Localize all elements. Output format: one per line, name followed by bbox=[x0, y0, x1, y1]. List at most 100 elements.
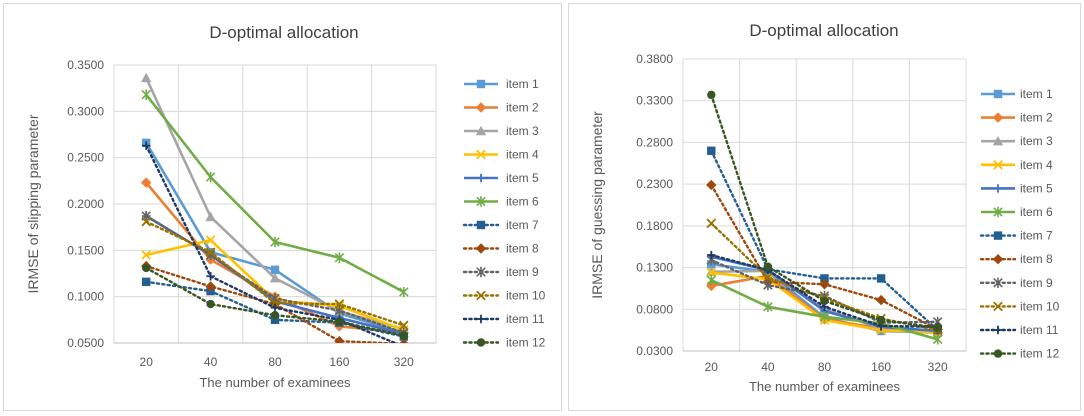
legend-label: item 12 bbox=[506, 336, 546, 350]
legend-marker bbox=[476, 290, 486, 301]
data-point bbox=[876, 315, 886, 325]
legend-marker bbox=[992, 112, 1004, 123]
legend-label: item 3 bbox=[1020, 134, 1053, 148]
legend-marker bbox=[475, 243, 487, 254]
legend-label: item 7 bbox=[1020, 229, 1053, 243]
legend-label: item 6 bbox=[1020, 205, 1053, 219]
legend-marker bbox=[476, 314, 486, 324]
data-point bbox=[141, 177, 152, 188]
data-point bbox=[205, 281, 216, 292]
x-tick-label: 20 bbox=[705, 360, 719, 374]
y-tick-label: 0.2800 bbox=[636, 135, 673, 149]
legend-label: item 1 bbox=[1020, 87, 1053, 101]
data-point bbox=[205, 235, 216, 245]
data-point bbox=[206, 272, 215, 281]
y-tick-label: 0.2300 bbox=[636, 177, 673, 191]
data-point bbox=[706, 218, 717, 229]
legend-label: item 3 bbox=[506, 124, 539, 138]
series-line bbox=[145, 93, 405, 294]
data-point bbox=[270, 265, 280, 274]
data-point bbox=[270, 298, 280, 308]
data-point bbox=[142, 277, 151, 287]
legend-entry: item 5 bbox=[464, 171, 539, 185]
x-tick-label: 320 bbox=[928, 360, 948, 374]
legend-marker bbox=[476, 149, 486, 160]
legend-label: item 5 bbox=[1020, 181, 1053, 195]
legend-label: item 12 bbox=[1020, 347, 1060, 361]
legend-label: item 10 bbox=[506, 289, 546, 303]
y-tick-label: 0.1800 bbox=[636, 219, 673, 233]
legend-entry: item 3 bbox=[464, 124, 539, 138]
data-point bbox=[763, 279, 773, 291]
data-point bbox=[334, 335, 345, 343]
data-point bbox=[205, 247, 216, 258]
x-tick-label: 320 bbox=[394, 355, 414, 369]
series-item-12 bbox=[142, 263, 408, 340]
legend-entry: item 6 bbox=[981, 205, 1053, 219]
legend-entry: item 7 bbox=[979, 229, 1053, 243]
y-tick-label: 0.1500 bbox=[67, 243, 104, 257]
data-point bbox=[706, 274, 717, 286]
y-axis-label: IRMSE of guessing parameter bbox=[589, 111, 605, 299]
legend-entry: item 4 bbox=[464, 148, 539, 162]
data-point bbox=[875, 294, 887, 306]
x-tick-label: 20 bbox=[140, 355, 154, 369]
legend-label: item 4 bbox=[1020, 158, 1053, 172]
x-axis-label: The number of examinees bbox=[749, 379, 901, 394]
legend-marker bbox=[993, 184, 1003, 193]
data-point bbox=[932, 334, 943, 345]
legend-label: item 2 bbox=[1020, 111, 1053, 125]
data-point bbox=[398, 320, 409, 331]
data-point bbox=[399, 286, 409, 298]
legend-marker bbox=[993, 231, 1003, 240]
legend-marker bbox=[992, 136, 1004, 146]
legend-entry: item 6 bbox=[464, 195, 539, 209]
legend-entry: item 2 bbox=[981, 111, 1053, 125]
legend-marker bbox=[476, 196, 486, 207]
legend-entry: item 3 bbox=[981, 134, 1053, 148]
legend-entry: item 11 bbox=[979, 323, 1059, 337]
y-tick-label: 0.2000 bbox=[67, 197, 104, 211]
data-point bbox=[763, 262, 773, 271]
data-point bbox=[706, 179, 717, 191]
data-point bbox=[820, 274, 829, 283]
data-point bbox=[876, 274, 886, 283]
legend-entry: item 1 bbox=[981, 87, 1053, 101]
data-point bbox=[819, 311, 830, 322]
data-point bbox=[141, 72, 152, 83]
data-point bbox=[707, 146, 716, 155]
legend-entry: item 4 bbox=[981, 158, 1053, 172]
data-point bbox=[706, 267, 717, 278]
legend-label: item 7 bbox=[506, 218, 539, 232]
data-point bbox=[205, 171, 216, 183]
data-point bbox=[142, 141, 151, 150]
data-point bbox=[707, 250, 716, 260]
y-tick-label: 0.3300 bbox=[636, 94, 673, 108]
data-point bbox=[270, 236, 280, 248]
legend-label: item 4 bbox=[506, 148, 539, 162]
y-tick-label: 0.3500 bbox=[67, 58, 104, 72]
data-point bbox=[763, 301, 773, 312]
legend-entry: item 8 bbox=[979, 252, 1053, 266]
legend-entry: item 12 bbox=[462, 336, 546, 350]
data-point bbox=[763, 272, 773, 283]
legend-marker bbox=[992, 254, 1004, 265]
data-point bbox=[399, 338, 409, 343]
legend-entry: item 9 bbox=[462, 265, 539, 279]
legend-marker bbox=[993, 301, 1003, 312]
legend-marker bbox=[993, 159, 1003, 170]
legend-entry: item 9 bbox=[979, 276, 1053, 290]
legend-entry: item 2 bbox=[464, 101, 539, 115]
legend-label: item 11 bbox=[1020, 323, 1059, 337]
data-point bbox=[819, 279, 830, 290]
legend-marker bbox=[476, 220, 486, 230]
data-point bbox=[206, 299, 215, 309]
legend-marker bbox=[993, 89, 1003, 99]
legend-marker bbox=[993, 325, 1003, 335]
legend-marker bbox=[476, 79, 486, 89]
data-point bbox=[399, 331, 408, 340]
x-tick-label: 160 bbox=[871, 360, 891, 374]
legend-label: item 11 bbox=[506, 312, 545, 326]
data-point bbox=[141, 89, 151, 100]
data-point bbox=[270, 303, 280, 312]
